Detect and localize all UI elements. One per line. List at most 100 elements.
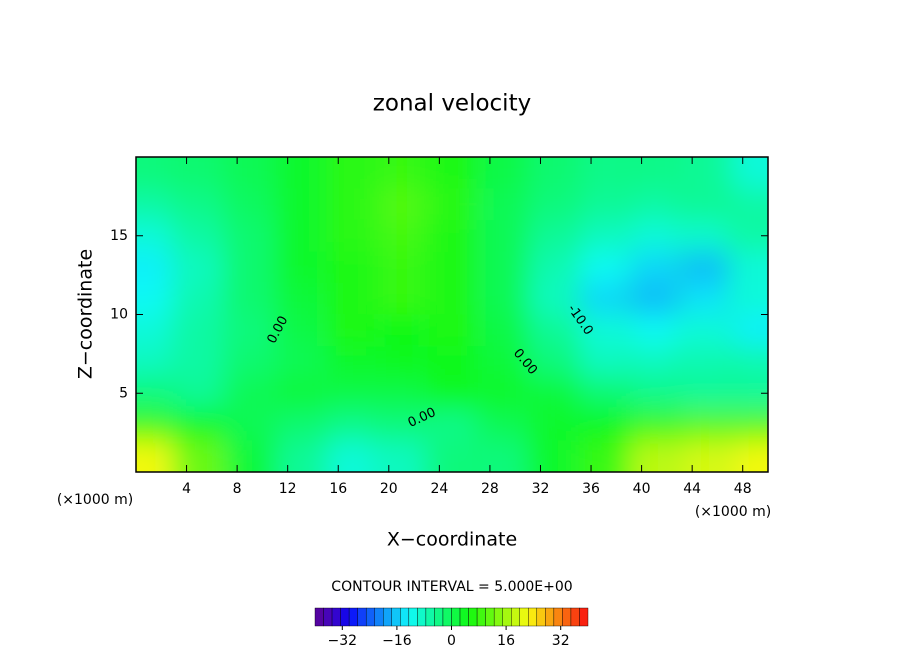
field-cell [377, 251, 426, 283]
field-cell [629, 157, 679, 189]
field-cell [326, 314, 376, 346]
colorbar-segment [562, 607, 572, 627]
field-cell [174, 409, 224, 441]
field-cell [136, 346, 173, 378]
field-cell [225, 188, 275, 220]
field-cell [579, 220, 628, 252]
colorbar-segment [476, 607, 486, 627]
field-cell [680, 251, 730, 283]
field-cell [136, 188, 173, 220]
field-cell [377, 220, 426, 252]
field-cell [478, 283, 527, 315]
x-tick-label: 28 [481, 481, 499, 497]
field-cell [478, 377, 527, 409]
field-cell [276, 157, 325, 189]
field-cell [579, 283, 628, 315]
field-cell [377, 314, 426, 346]
colorbar-segment [323, 607, 333, 627]
field-cell [427, 283, 477, 315]
colorbar-segment [365, 607, 375, 627]
field-cell [478, 157, 527, 189]
colorbar-segment [545, 607, 555, 627]
field-cell [579, 409, 628, 441]
field-cell [478, 314, 527, 346]
field-cell [225, 251, 275, 283]
colorbar-tick-label: −16 [382, 633, 412, 649]
field-cell [136, 440, 173, 472]
field-cell [326, 220, 376, 252]
field-cell [136, 314, 173, 346]
field-cell [478, 346, 527, 378]
field-cell [276, 409, 325, 441]
x-axis-label: X−coordinate [387, 529, 517, 551]
field-cell [225, 314, 275, 346]
colorbar-segment [485, 607, 495, 627]
field-cell [731, 157, 768, 189]
field-cell [225, 220, 275, 252]
x-tick-label: 44 [683, 481, 701, 497]
field-cell [629, 409, 679, 441]
colorbar-segment [519, 607, 529, 627]
field-cell [680, 440, 730, 472]
x-tick-label: 8 [233, 481, 242, 497]
field-cell [731, 440, 768, 472]
colorbar-tick-label: 0 [447, 633, 456, 649]
field-cell [680, 188, 730, 220]
field-cell [680, 346, 730, 378]
x-tick-label: 16 [329, 481, 347, 497]
colorbar-segment [340, 607, 350, 627]
field-cell [427, 188, 477, 220]
field-cell [136, 283, 173, 315]
colorbar-segment [348, 607, 358, 627]
colorbar-segment [579, 607, 589, 627]
field-cell [136, 251, 173, 283]
field-cell [427, 157, 477, 189]
field-cell [579, 440, 628, 472]
colorbar-segment [468, 607, 478, 627]
field-cell [427, 220, 477, 252]
field-cell [731, 251, 768, 283]
field-cell [731, 188, 768, 220]
field-cell [478, 409, 527, 441]
field-cell [478, 188, 527, 220]
field-cell [427, 440, 477, 472]
field-cell [174, 251, 224, 283]
field-cell [225, 283, 275, 315]
x-unit: (×1000 m) [57, 492, 133, 508]
field-cell [478, 251, 527, 283]
field-cell [528, 188, 578, 220]
field-cell [174, 346, 224, 378]
colorbar-segment [502, 607, 512, 627]
colorbar-segment [374, 607, 384, 627]
colorbar-segment [553, 607, 563, 627]
field-cell [528, 409, 578, 441]
field-cell [377, 440, 426, 472]
x-tick-label: 12 [279, 481, 297, 497]
field-cell [528, 314, 578, 346]
colorbar-tick-label: 16 [497, 633, 515, 649]
field-cell [377, 346, 426, 378]
field-cell [377, 157, 426, 189]
field-cell [528, 251, 578, 283]
field-cell [174, 188, 224, 220]
field-cell [174, 314, 224, 346]
field-cell [629, 283, 679, 315]
field-cell [528, 346, 578, 378]
field-cell [528, 377, 578, 409]
y-axis-label: Z−coordinate [75, 249, 97, 379]
field-cell [136, 157, 173, 189]
field-cell [680, 157, 730, 189]
field-cell [377, 283, 426, 315]
field-cell [174, 157, 224, 189]
field-cell [579, 377, 628, 409]
field-cell [427, 314, 477, 346]
field-cell [731, 409, 768, 441]
field-cell [528, 157, 578, 189]
x-tick-label: 36 [582, 481, 600, 497]
field-cell [276, 283, 325, 315]
field-cell [326, 346, 376, 378]
colorbar-segment [511, 607, 520, 627]
colorbar-segment [331, 607, 341, 627]
contour-interval: CONTOUR INTERVAL = 5.000E+00 [331, 579, 572, 595]
x-tick-label: 32 [532, 481, 550, 497]
